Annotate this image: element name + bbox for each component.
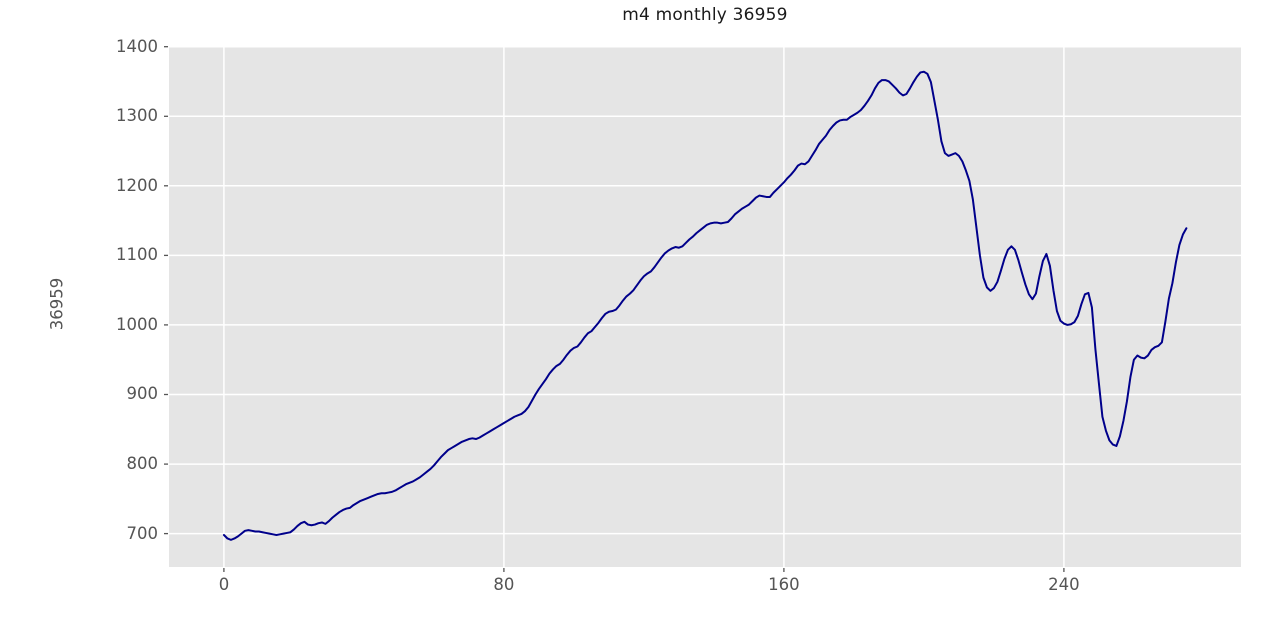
x-tick-label: 240 [1048,575,1080,594]
x-tick-label: 80 [493,575,515,594]
y-tick-label: 1000 [116,315,158,335]
chart-title: m4 monthly 36959 [622,5,788,25]
y-tick-label: 1300 [116,106,158,126]
plot-area [169,46,1241,567]
y-tick-label: 1400 [116,36,158,56]
x-tick-label: 0 [218,575,230,594]
y-tick-label: 1200 [116,175,158,195]
data-line [222,70,1188,541]
y-tick-label: 800 [126,454,159,474]
y-tick-label: 700 [126,523,159,543]
y-tick-label: 1100 [116,245,158,265]
y-tick-label: 900 [126,384,159,404]
x-tick-label: 160 [768,575,800,594]
